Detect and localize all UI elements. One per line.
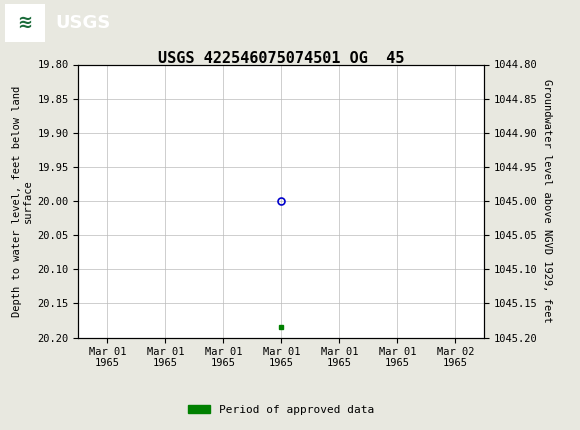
Y-axis label: Groundwater level above NGVD 1929, feet: Groundwater level above NGVD 1929, feet [542,79,552,323]
Text: ≋: ≋ [17,14,32,31]
Text: USGS 422546075074501 OG  45: USGS 422546075074501 OG 45 [158,51,404,65]
Y-axis label: Depth to water level, feet below land
surface: Depth to water level, feet below land su… [12,86,33,316]
FancyBboxPatch shape [5,3,45,42]
Legend: Period of approved data: Period of approved data [184,400,379,419]
Text: USGS: USGS [55,14,110,31]
